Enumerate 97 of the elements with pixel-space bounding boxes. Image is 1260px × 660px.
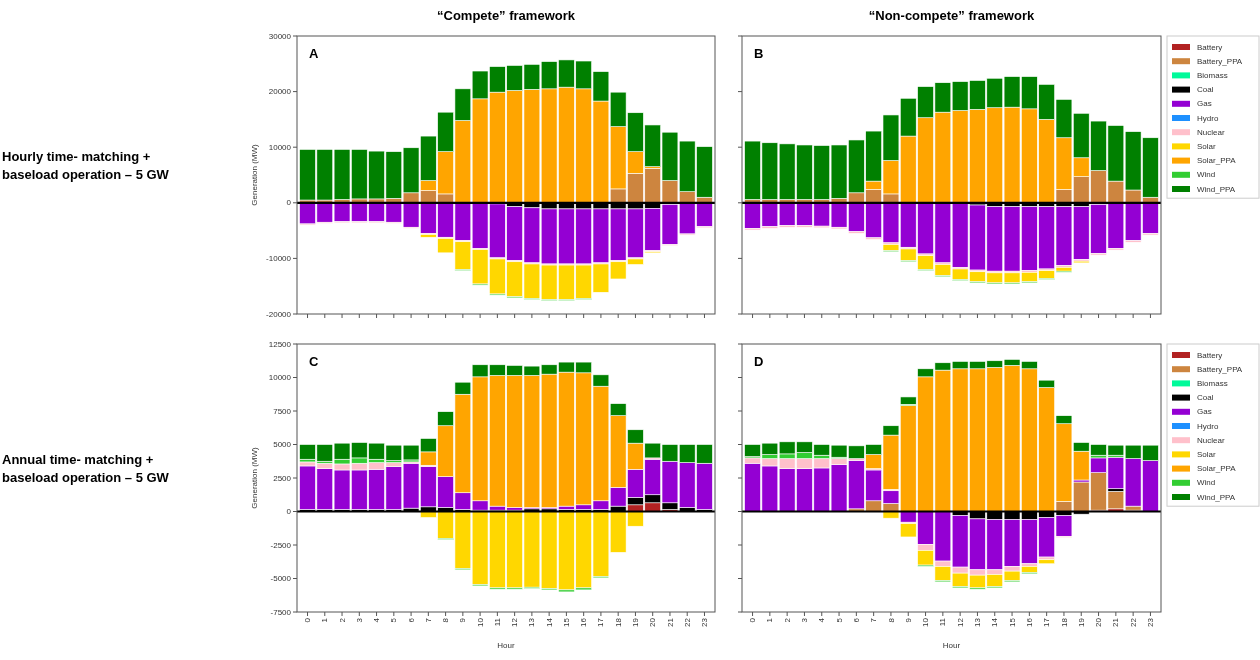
- y-tick-label: -20000: [266, 309, 292, 319]
- legend-label: Solar: [1197, 449, 1217, 459]
- x-tick-label: 18: [613, 617, 623, 627]
- y-tick-label: -7500: [270, 607, 292, 617]
- legend-label: Battery: [1197, 350, 1223, 360]
- x-tick-label: 8: [886, 617, 896, 623]
- x-tick-label: 20: [1094, 617, 1104, 627]
- x-tick-label: 21: [665, 617, 675, 627]
- y-tick-label: 10000: [268, 142, 292, 152]
- annotation: D: [754, 354, 764, 369]
- y-tick-label: -5000: [270, 574, 292, 584]
- legend-label: Battery_PPA: [1197, 56, 1243, 66]
- legend-label: Wind_PPA: [1197, 184, 1236, 194]
- x-tick-label: 19: [631, 617, 640, 627]
- x-tick-label: 23: [1146, 617, 1156, 627]
- legend-label: Wind_PPA: [1197, 492, 1236, 502]
- x-tick-label: 8: [441, 617, 451, 623]
- legend-label: Battery: [1197, 42, 1223, 52]
- x-tick-label: 7: [423, 617, 433, 623]
- x-tick-label: 14: [544, 617, 554, 627]
- x-tick-label: 20: [648, 617, 658, 627]
- annotation: A: [309, 46, 319, 61]
- y-tick-label: 20000: [268, 87, 292, 97]
- x-tick-label: 3: [800, 617, 810, 623]
- x-tick-label: 2: [782, 617, 792, 623]
- y-axis-title: Generation (MW): [250, 447, 259, 509]
- x-tick-label: 14: [990, 617, 1000, 627]
- x-tick-label: 13: [973, 617, 983, 627]
- y-tick-label: 10000: [268, 373, 292, 383]
- chart-title: “Non-compete” framework: [868, 8, 1035, 23]
- x-axis-title: Hour: [497, 641, 515, 650]
- chart-title: “Compete” framework: [437, 8, 576, 23]
- x-tick-label: 2: [337, 617, 347, 623]
- x-tick-label: 11: [938, 617, 948, 627]
- legend-label: Solar_PPA: [1197, 464, 1237, 474]
- annotation: C: [309, 354, 319, 369]
- x-tick-label: 22: [682, 617, 692, 627]
- x-tick-label: 11: [492, 617, 502, 627]
- x-tick-label: 5: [389, 617, 399, 623]
- legend-label: Nuclear: [1197, 435, 1225, 445]
- x-tick-label: 9: [903, 617, 913, 623]
- x-tick-label: 9: [458, 617, 468, 623]
- x-tick-label: 16: [579, 617, 589, 627]
- x-tick-label: 19: [1076, 617, 1086, 627]
- x-tick-label: 6: [851, 617, 861, 623]
- x-tick-label: 17: [596, 617, 606, 627]
- x-tick-label: 23: [700, 617, 710, 627]
- text: Hourly time- matching + baseload operation – 5 GW: [2, 149, 170, 182]
- y-tick-label: 12500: [268, 339, 292, 349]
- x-tick-label: 0: [303, 617, 313, 623]
- x-tick-label: 6: [406, 617, 416, 623]
- legend-label: Coal: [1197, 85, 1214, 95]
- x-axis-title: Hour: [942, 641, 961, 650]
- x-tick-label: 1: [765, 617, 775, 623]
- y-tick-label: 30000: [268, 31, 292, 41]
- legend-label: Solar_PPA: [1197, 156, 1237, 166]
- legend-label: Gas: [1197, 407, 1212, 417]
- legend-label: Biomass: [1197, 378, 1228, 388]
- x-tick-label: 10: [921, 617, 931, 627]
- text: Annual time- matching + baseload operation – 5 GW: [2, 452, 170, 485]
- x-tick-label: 4: [817, 617, 827, 623]
- y-tick-label: -2500: [270, 540, 292, 550]
- x-tick-label: 10: [475, 617, 485, 627]
- x-tick-label: 21: [1111, 617, 1121, 627]
- x-tick-label: 4: [372, 617, 382, 623]
- legend-label: Wind: [1197, 170, 1216, 180]
- legend-label: Solar: [1197, 141, 1217, 151]
- x-tick-label: 17: [1042, 617, 1052, 627]
- y-tick-label: 0: [286, 507, 292, 517]
- x-tick-label: 15: [1007, 617, 1017, 627]
- y-tick-label: 7500: [273, 406, 292, 416]
- x-tick-label: 1: [320, 617, 330, 623]
- x-tick-label: 7: [869, 617, 879, 623]
- x-tick-label: 15: [561, 617, 571, 627]
- x-tick-label: 18: [1059, 617, 1069, 627]
- annotation: B: [754, 46, 764, 61]
- legend-label: Wind: [1197, 478, 1216, 488]
- legend-label: Gas: [1197, 99, 1212, 109]
- legend-label: Hydro: [1197, 421, 1219, 431]
- y-tick-label: 5000: [273, 440, 292, 450]
- legend-label: Battery_PPA: [1197, 364, 1243, 374]
- legend-label: Biomass: [1197, 70, 1228, 80]
- x-tick-label: 0: [748, 617, 758, 623]
- legend-label: Hydro: [1197, 113, 1219, 123]
- legend-label: Coal: [1197, 393, 1214, 403]
- legend-label: Nuclear: [1197, 127, 1225, 137]
- y-tick-label: 0: [286, 198, 292, 208]
- x-tick-label: 3: [354, 617, 364, 623]
- x-tick-label: 12: [955, 617, 965, 627]
- x-tick-label: 16: [1024, 617, 1034, 627]
- y-tick-label: 2500: [273, 473, 292, 483]
- x-tick-label: 12: [510, 617, 520, 627]
- x-tick-label: 22: [1128, 617, 1138, 627]
- x-tick-label: 13: [527, 617, 537, 627]
- y-axis-title: Generation (MW): [250, 144, 259, 206]
- y-tick-label: -10000: [266, 253, 292, 263]
- x-tick-label: 5: [834, 617, 844, 623]
